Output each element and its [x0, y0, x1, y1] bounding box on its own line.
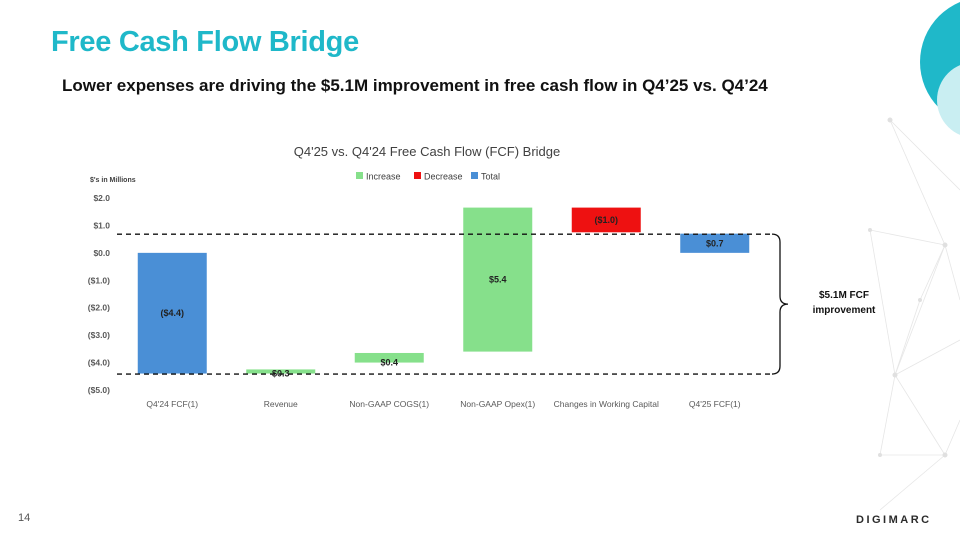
y-tick-label: ($1.0): [88, 275, 110, 285]
y-tick-label: $2.0: [93, 193, 110, 203]
network-nodes: [868, 117, 948, 458]
bar-data-label: ($4.4): [160, 308, 184, 318]
bars-group: ($4.4)$0.3$0.4$5.4($1.0)$0.7: [137, 207, 750, 379]
x-category-label: Q4'25 FCF(1): [689, 399, 741, 409]
legend-label-total: Total: [481, 172, 500, 182]
x-category-label: Q4'24 FCF(1): [146, 399, 198, 409]
annotation-line2: improvement: [813, 305, 876, 316]
chart-legend: Increase Decrease Total: [356, 172, 500, 182]
bar-data-label: $5.4: [489, 275, 507, 285]
x-category-label: Changes in Working Capital: [554, 399, 659, 409]
y-tick-label: $1.0: [93, 220, 110, 230]
legend-swatch-total: [471, 172, 478, 179]
improvement-brace: [771, 233, 789, 375]
x-category-label: Non-GAAP COGS(1): [349, 399, 429, 409]
y-axis: $2.0 $1.0 $0.0 ($1.0) ($2.0) ($3.0) ($4.0) ($5.…: [88, 193, 110, 395]
y-tick-label: ($3.0): [88, 330, 110, 340]
chart-title: Q4'25 vs. Q4'24 Free Cash Flow (FCF) Bri…: [294, 144, 561, 159]
bar-1: [246, 369, 316, 374]
legend-label-decrease: Decrease: [424, 172, 463, 182]
legend-label-increase: Increase: [366, 172, 401, 182]
network-lines: [869, 119, 960, 511]
bar-data-label: $0.7: [706, 238, 724, 248]
teal-circle-small: [937, 65, 960, 135]
reference-lines: [117, 233, 772, 375]
y-tick-label: $0.0: [93, 248, 110, 258]
bar-data-label: ($1.0): [594, 215, 618, 225]
bar-2: [354, 352, 424, 363]
digimarc-logo: DIGIMARC: [856, 514, 932, 526]
annotation-line1: $5.1M FCF: [819, 290, 869, 301]
legend-swatch-decrease: [414, 172, 421, 179]
y-tick-label: ($4.0): [88, 358, 110, 368]
axis-units-label: $'s in Millions: [90, 177, 136, 184]
x-category-label: Non-GAAP Opex(1): [460, 399, 535, 409]
y-tick-label: ($5.0): [88, 385, 110, 395]
x-axis: Q4'24 FCF(1) Revenue Non-GAAP COGS(1) Non-G…: [146, 399, 740, 409]
bar-4: [571, 207, 641, 233]
x-category-label: Revenue: [264, 399, 298, 409]
legend-swatch-increase: [356, 172, 363, 179]
slide-subtitle: Lower expenses are driving the $5.1M imp…: [62, 76, 768, 95]
bar-5: [680, 233, 750, 253]
page-number: 14: [18, 512, 31, 524]
slide-title: Free Cash Flow Bridge: [51, 26, 359, 58]
bar-data-label: $0.4: [380, 358, 398, 368]
y-tick-label: ($2.0): [88, 303, 110, 313]
bar-3: [463, 207, 533, 352]
bar-0: [137, 252, 207, 374]
